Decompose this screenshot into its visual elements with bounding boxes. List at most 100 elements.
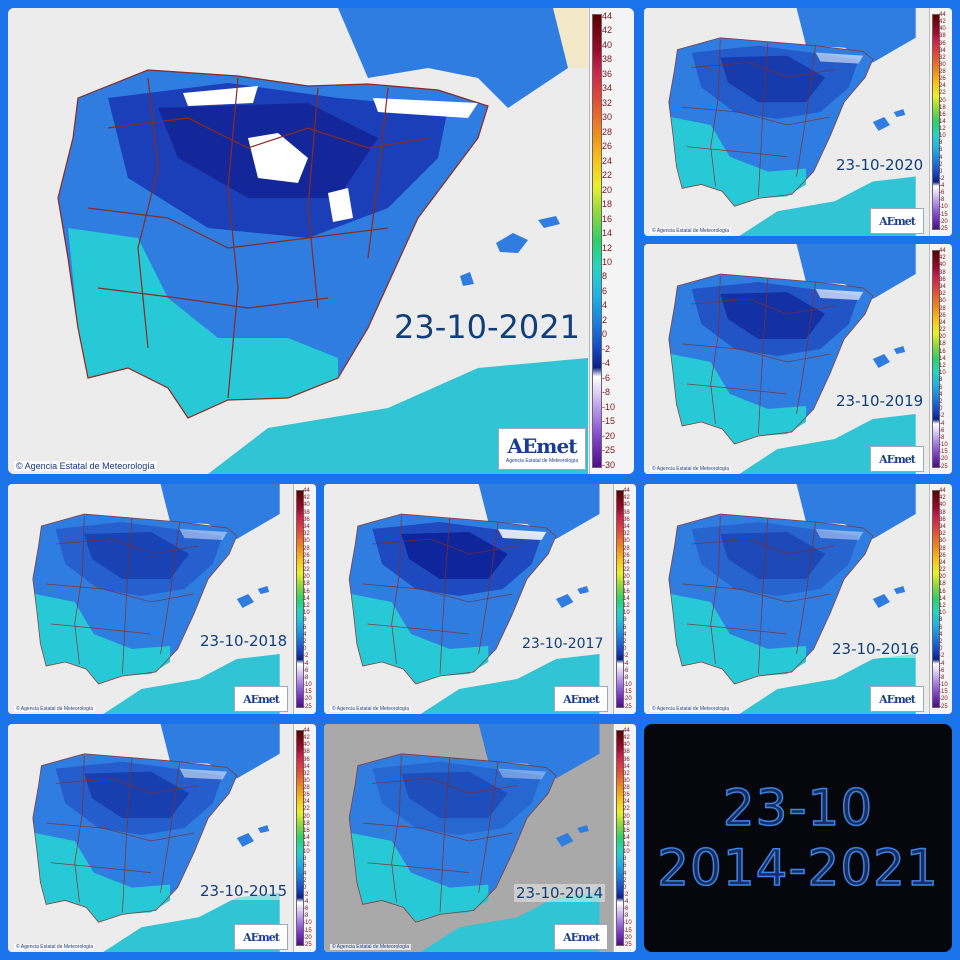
legend-color-strip [932,14,940,230]
legend-label: 20 [939,334,946,341]
logo-subtitle: Agencia Estatal de Meteorología [505,458,579,464]
legend-label: -4 [939,420,945,427]
legend-label: 36 [602,68,613,79]
legend-label: 42 [939,255,946,262]
map-date: 23-10-2018 [198,632,290,650]
legend-label: -8 [939,674,945,681]
legend-label: 42 [303,735,310,742]
legend-label: 32 [623,531,630,538]
map-date: 23-10-2020 [834,156,926,174]
summary-panel: 23-10 2014-2021 [644,724,952,952]
map-panel-2019: 44 42 40 38 36 34 32 30 28 26 24 22 20 18 16 14 12 10 8 6 4 2… [644,244,952,474]
temperature-legend: 44 42 40 38 36 34 32 30 28 26 24 22 20 18 16 14 12 10 8 6 4 2… [929,8,952,236]
legend-label: 2 [939,638,943,645]
legend-label: -6 [623,906,629,913]
iberia-temperature-map [324,484,614,714]
legend-label: 18 [303,581,310,588]
temperature-legend: 44 42 40 38 36 34 32 30 28 26 24 22 20 18 16 14 12 10 8 6 4 2… [613,484,636,714]
summary-years: 2014-2021 [656,838,939,898]
legend-label: -2 [623,891,629,898]
legend-label: 12 [939,603,946,609]
legend-label: 10 [939,133,946,140]
iberia-temperature-map [8,724,294,952]
temperature-legend: 44 42 40 38 36 34 32 30 28 26 24 22 20 18 16 14 12 10 8 6 4 2… [293,484,316,714]
legend-label: -6 [623,667,629,674]
legend-label: -20 [939,456,948,463]
legend-label: -4 [303,899,309,905]
legend-label: -25 [939,703,948,710]
legend-label: -4 [623,660,629,667]
aemet-logo: AEmet [234,686,288,712]
legend-label: -8 [602,387,611,398]
legend-label: 28 [303,785,310,791]
map-date: 23-10-2021 [392,308,582,346]
legend-label: 14 [939,118,946,125]
legend-label: 38 [939,33,946,40]
legend-label: 40 [939,502,946,509]
legend-label: 40 [939,26,946,33]
map-date: 23-10-2014 [514,884,606,902]
legend-label: -2 [303,653,309,660]
legend-label: 6 [623,624,627,631]
iberia-temperature-map [644,244,930,474]
legend-label: -6 [939,667,945,674]
logo-word: AEmet [563,930,600,944]
legend-label: -25 [303,703,312,710]
legend-label: -4 [939,183,945,189]
legend-label: -10 [939,204,948,211]
legend-label: 18 [939,341,946,348]
legend-label: 36 [303,756,310,763]
legend-label: 34 [303,763,310,770]
credit-text: © Agencia Estatal de Meteorología [14,461,157,471]
legend-label: 6 [939,624,943,631]
legend-label: -25 [602,445,616,456]
legend-label: 38 [939,509,946,516]
legend-label: 32 [303,531,310,538]
legend-label: 42 [303,495,310,502]
map-panel-2017: 44 42 40 38 36 34 32 30 28 26 24 22 20 18 16 14 12 10 8 6 4 2… [324,484,636,714]
legend-label: 22 [939,567,946,574]
legend-label: -15 [623,927,632,934]
legend-label: 18 [623,581,630,588]
legend-label: 2 [623,638,627,645]
legend-label: 4 [303,631,307,638]
temperature-legend: 44 42 40 38 36 34 32 30 28 26 24 22 20 18 16 14 12 10 8 6 4 2… [293,724,316,952]
legend-label: 44 [939,488,946,494]
legend-label: -10 [303,920,312,927]
legend-label: -15 [303,689,312,696]
legend-label: 26 [602,141,613,152]
legend-label: 26 [939,552,946,559]
legend-label: -8 [303,674,309,681]
legend-label: 34 [623,763,630,770]
legend-label: 8 [623,617,627,624]
legend-label: -10 [623,920,632,927]
legend-color-strip [932,490,940,708]
map-panel-2021: 44 42 40 38 36 34 32 30 28 26 24 22 20 18 16 14 12 10 8 6 4 2… [8,8,634,474]
legend-label: 14 [303,595,310,602]
legend-label: 8 [303,617,307,624]
legend-label: 10 [303,610,310,617]
legend-label: 24 [939,83,946,90]
legend-label: 22 [939,327,946,334]
legend-label: -25 [623,703,632,710]
legend-label: 22 [602,170,613,181]
legend-label: 40 [303,502,310,509]
aemet-logo: AEmet [554,924,608,950]
credit-text: © Agencia Estatal de Meteorología [650,706,732,712]
legend-label: 32 [939,54,946,61]
legend-label: -10 [939,442,948,449]
map-panel-2020: 44 42 40 38 36 34 32 30 28 26 24 22 20 18 16 14 12 10 8 6 4 2… [644,8,952,236]
legend-label: 44 [623,728,630,734]
logo-word: AEmet [507,434,578,458]
aemet-logo: AEmet [870,686,924,712]
legend-label: 22 [303,806,310,813]
legend-label: 2 [623,877,627,884]
legend-label: 4 [623,631,627,638]
legend-label: -2 [939,653,945,660]
legend-label: 0 [623,646,627,653]
legend-label: -8 [939,197,945,204]
iberia-temperature-map [644,8,930,236]
legend-label: 4 [602,300,608,311]
credit-text: © Agencia Estatal de Meteorología [650,228,732,234]
legend-label: 14 [939,595,946,602]
